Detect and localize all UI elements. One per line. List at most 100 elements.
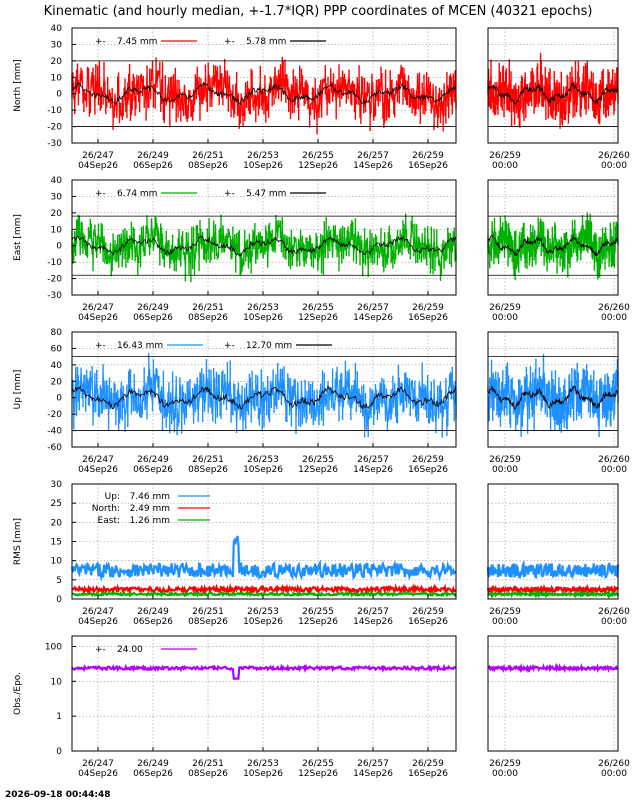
x-tick-date-label: 10Sep26 bbox=[243, 617, 283, 627]
x-tick-time-label: 00:00 bbox=[492, 313, 518, 323]
series-line-1 bbox=[487, 234, 619, 257]
series-line-2 bbox=[72, 590, 457, 598]
y-tick-label: 0 bbox=[56, 595, 62, 605]
series-line-0 bbox=[487, 662, 619, 674]
x-tick-day-label: 26/255 bbox=[302, 303, 334, 313]
x-tick-date-label: 14Sep26 bbox=[353, 465, 393, 475]
x-tick-date-label: 04Sep26 bbox=[78, 465, 118, 475]
x-tick-day-label: 26/259 bbox=[412, 303, 444, 313]
x-tick-date-label: 08Sep26 bbox=[188, 617, 228, 627]
y-tick-label: 30 bbox=[51, 40, 63, 50]
chart-title: Kinematic (and hourly median, +-1.7*IQR)… bbox=[44, 4, 593, 19]
y-tick-label: 20 bbox=[51, 57, 63, 67]
y-tick-label: 10 bbox=[51, 557, 63, 567]
y-tick-label: 30 bbox=[51, 192, 63, 202]
series-line-1 bbox=[71, 235, 457, 257]
x-tick-day-label: 26/259 bbox=[412, 455, 444, 465]
x-tick-day-label: 26/259 bbox=[412, 151, 444, 161]
x-tick-day-label: 26/259 bbox=[489, 759, 521, 769]
x-tick-day-label: 26/247 bbox=[82, 151, 114, 161]
x-tick-day-label: 26/251 bbox=[192, 759, 224, 769]
x-tick-day-label: 26/251 bbox=[192, 455, 224, 465]
y-axis-label: Up [mm] bbox=[13, 370, 23, 410]
legend-label: 2.49 mm bbox=[130, 504, 170, 514]
x-tick-day-label: 26/249 bbox=[137, 455, 169, 465]
series-line-1 bbox=[486, 583, 619, 596]
y-axis-label: North [mm] bbox=[13, 59, 23, 112]
y-tick-label: 100 bbox=[45, 642, 62, 652]
x-tick-day-label: 26/259 bbox=[489, 455, 521, 465]
plot-frame bbox=[487, 331, 619, 448]
y-tick-label: 0 bbox=[56, 242, 62, 252]
x-tick-date-label: 08Sep26 bbox=[188, 313, 228, 323]
x-tick-date-label: 06Sep26 bbox=[133, 161, 173, 171]
x-tick-day-label: 26/255 bbox=[302, 455, 334, 465]
x-tick-day-label: 26/260 bbox=[598, 455, 630, 465]
series-line-0 bbox=[71, 220, 457, 270]
x-tick-day-label: 26/260 bbox=[598, 151, 630, 161]
y-tick-label: 0 bbox=[56, 394, 62, 404]
x-tick-time-label: 00:00 bbox=[492, 465, 518, 475]
plot-frame bbox=[487, 179, 619, 296]
y-tick-label: 30 bbox=[51, 480, 63, 490]
x-tick-date-label: 04Sep26 bbox=[78, 161, 118, 171]
x-tick-date-label: 12Sep26 bbox=[298, 313, 338, 323]
y-tick-label: -20 bbox=[47, 410, 62, 420]
x-tick-date-label: 14Sep26 bbox=[353, 769, 393, 779]
y-tick-label: 0 bbox=[56, 747, 62, 757]
y-tick-label: 10 bbox=[51, 73, 63, 83]
plot-frame bbox=[487, 635, 619, 752]
y-tick-label: 80 bbox=[51, 328, 63, 338]
x-tick-day-label: 26/247 bbox=[82, 759, 114, 769]
x-tick-time-label: 00:00 bbox=[601, 617, 627, 627]
legend-prefix: +- bbox=[95, 341, 106, 351]
legend-prefix: +- bbox=[224, 37, 235, 47]
x-tick-day-label: 26/247 bbox=[82, 607, 114, 617]
x-tick-day-label: 26/255 bbox=[302, 151, 334, 161]
x-tick-day-label: 26/259 bbox=[412, 607, 444, 617]
series-line-0 bbox=[71, 369, 457, 424]
x-tick-date-label: 04Sep26 bbox=[78, 313, 118, 323]
x-tick-day-label: 26/249 bbox=[137, 151, 169, 161]
x-tick-date-label: 04Sep26 bbox=[78, 617, 118, 627]
panels: North [mm]26/24704Sep2626/24906Sep2626/2… bbox=[13, 24, 630, 779]
x-tick-date-label: 16Sep26 bbox=[408, 769, 448, 779]
x-tick-time-label: 00:00 bbox=[492, 161, 518, 171]
x-tick-date-label: 12Sep26 bbox=[298, 617, 338, 627]
series-line-1 bbox=[71, 384, 457, 410]
x-tick-day-label: 26/253 bbox=[247, 303, 279, 313]
series-line-0 bbox=[71, 663, 457, 680]
plot-frame bbox=[71, 179, 457, 296]
x-tick-date-label: 06Sep26 bbox=[133, 465, 173, 475]
y-axis-label: Obs./Epo. bbox=[13, 672, 23, 715]
x-tick-day-label: 26/253 bbox=[247, 759, 279, 769]
y-tick-label: 5 bbox=[56, 576, 62, 586]
x-tick-day-label: 26/249 bbox=[137, 303, 169, 313]
x-tick-day-label: 26/259 bbox=[489, 607, 521, 617]
x-tick-day-label: 26/257 bbox=[357, 759, 389, 769]
x-tick-day-label: 26/253 bbox=[247, 455, 279, 465]
legend-label: 7.45 mm bbox=[117, 37, 157, 47]
legend-label: 1.26 mm bbox=[130, 516, 170, 526]
x-tick-date-label: 08Sep26 bbox=[188, 161, 228, 171]
x-tick-day-label: 26/257 bbox=[357, 303, 389, 313]
x-tick-day-label: 26/257 bbox=[357, 151, 389, 161]
y-tick-label: 20 bbox=[51, 377, 63, 387]
y-tick-label: 1 bbox=[56, 712, 62, 722]
legend-prefix: +- bbox=[224, 341, 235, 351]
x-tick-day-label: 26/253 bbox=[247, 151, 279, 161]
x-tick-date-label: 12Sep26 bbox=[298, 769, 338, 779]
x-tick-date-label: 08Sep26 bbox=[188, 769, 228, 779]
x-tick-day-label: 26/247 bbox=[82, 455, 114, 465]
x-tick-time-label: 00:00 bbox=[492, 769, 518, 779]
x-tick-date-label: 14Sep26 bbox=[353, 313, 393, 323]
